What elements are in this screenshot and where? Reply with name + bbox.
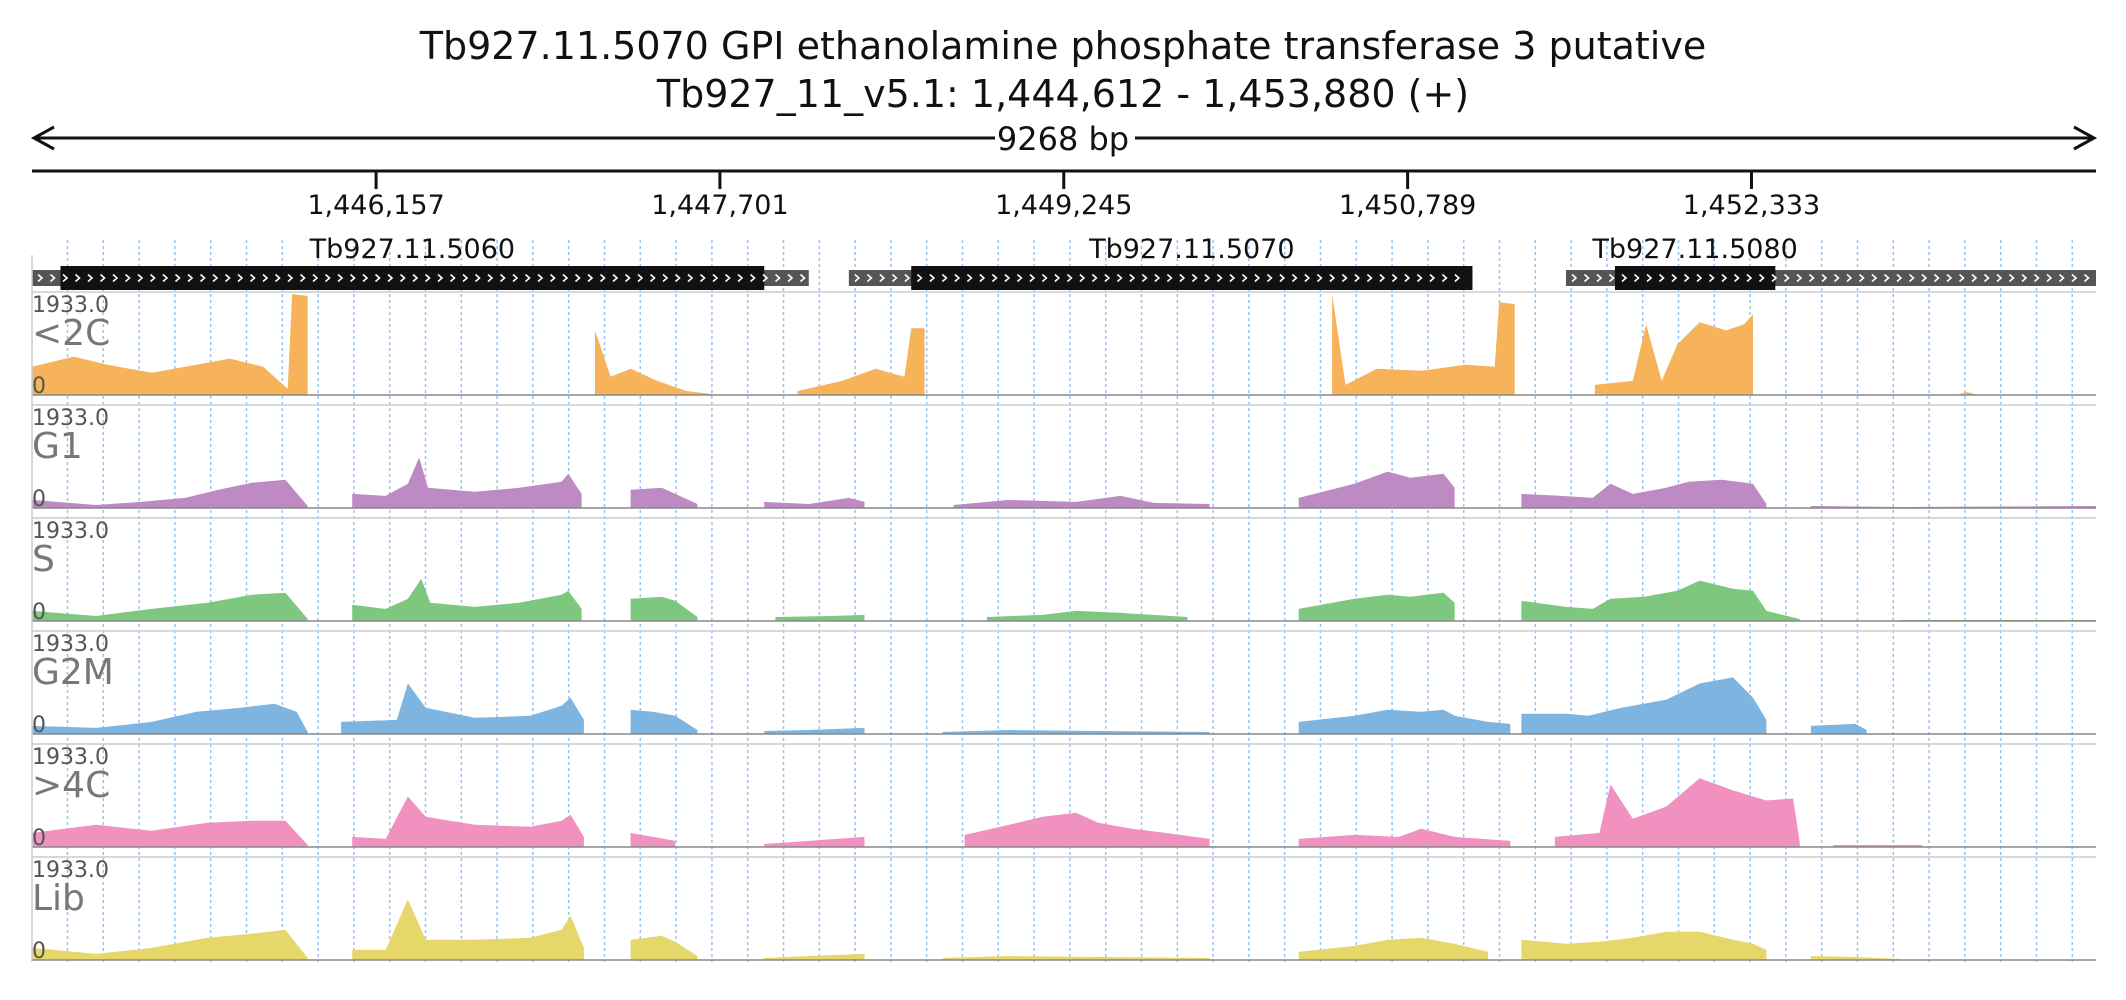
- gene-model[interactable]: Tb927.11.5060: [32, 234, 809, 290]
- track-name-label: S: [32, 539, 55, 580]
- track-zero-label: 0: [32, 939, 46, 964]
- gene-model[interactable]: Tb927.11.5080: [1565, 234, 2096, 290]
- grid-lines: [66, 240, 2074, 962]
- coverage-area: [352, 578, 582, 621]
- left-arrowhead-icon: [30, 125, 55, 151]
- gene-label: Tb927.11.5080: [1591, 234, 1797, 265]
- coverage-area: [1810, 956, 1900, 960]
- strand-chevron-icon: [37, 273, 806, 283]
- track-max-label: 1933.0: [32, 406, 109, 431]
- coverage-area: [1521, 580, 1800, 621]
- span-length-label: 9268 bp: [997, 120, 1129, 158]
- coverage-track: 1933.0 0 Lib: [32, 856, 2096, 964]
- coverage-area: [341, 683, 584, 734]
- coordinate-ruler: 1,446,157 1,447,701 1,449,245 1,450,789 1,45…: [32, 169, 2096, 221]
- coverage-area: [1298, 592, 1455, 621]
- track-name-label: Lib: [32, 878, 85, 919]
- coverage-area: [775, 614, 865, 621]
- coverage-track: 1933.0 0 G2M: [32, 630, 2096, 738]
- gene-cds[interactable]: [911, 266, 1473, 290]
- coverage-area: [942, 956, 1210, 960]
- strand-chevron-icon: [854, 273, 1461, 283]
- track-max-label: 1933.0: [32, 293, 109, 318]
- coverage-area: [764, 836, 865, 847]
- gene-cds[interactable]: [60, 266, 765, 290]
- coverage-area: [1521, 677, 1767, 734]
- coverage-track: 1933.0 0 >4C: [32, 743, 2096, 851]
- coverage-area: [352, 796, 584, 847]
- coverage-area: [953, 495, 1210, 508]
- coverage-area: [32, 929, 308, 960]
- coverage-area: [1298, 471, 1455, 508]
- coverage-area: [595, 330, 720, 395]
- gene-label: Tb927.11.5060: [309, 234, 515, 265]
- gene-cds[interactable]: [1614, 266, 1776, 290]
- coverage-area: [1298, 828, 1511, 847]
- track-zero-label: 0: [32, 487, 46, 512]
- coverage-area: [764, 497, 865, 508]
- gene-title: Tb927.11.5070 GPI ethanolamine phosphate…: [419, 24, 1707, 68]
- coverage-area: [1521, 479, 1767, 508]
- coverage-area: [32, 703, 308, 734]
- coverage-area: [352, 899, 584, 960]
- track-name-label: G2M: [32, 652, 114, 693]
- coverage-area: [964, 812, 1210, 847]
- locus-label: Tb927_11_v5.1: 1,444,612 - 1,453,880 (+): [656, 72, 1470, 116]
- strand-chevron-icon: [1571, 273, 2090, 283]
- track-max-label: 1933.0: [32, 632, 109, 657]
- ruler-tick-label: 1,449,245: [995, 190, 1132, 221]
- track-max-label: 1933.0: [32, 858, 109, 883]
- coverage-area: [1554, 778, 1800, 847]
- coverage-track: 1933.0 0 <2C: [32, 291, 2096, 399]
- track-name-label: G1: [32, 426, 83, 467]
- track-zero-label: 0: [32, 826, 46, 851]
- coverage-area: [764, 953, 865, 960]
- coverage-area: [1594, 314, 1753, 395]
- ruler-tick-label: 1,447,701: [651, 190, 788, 221]
- track-name-label: >4C: [32, 765, 110, 806]
- track-max-label: 1933.0: [32, 519, 109, 544]
- coverage-area: [32, 479, 308, 508]
- track-max-label: 1933.0: [32, 745, 109, 770]
- track-zero-label: 0: [32, 600, 46, 625]
- coverage-area: [986, 610, 1188, 621]
- coverage-area: [32, 820, 308, 847]
- coverage-area: [797, 328, 925, 395]
- coverage-track: 1933.0 0 S: [32, 517, 2096, 625]
- coverage-area: [764, 727, 865, 734]
- coverage-area: [630, 832, 676, 847]
- gene-model[interactable]: Tb927.11.5070: [848, 234, 1473, 290]
- right-arrowhead-icon: [2073, 125, 2098, 151]
- ruler-tick-label: 1,446,157: [307, 190, 444, 221]
- coverage-track: 1933.0 0 G1: [32, 404, 2096, 512]
- track-zero-label: 0: [32, 374, 46, 399]
- ruler-tick-label: 1,450,789: [1339, 190, 1476, 221]
- track-zero-label: 0: [32, 713, 46, 738]
- coverage-area: [32, 592, 308, 621]
- coverage-area: [1521, 931, 1767, 960]
- ruler-tick-label: 1,452,333: [1683, 190, 1820, 221]
- coverage-area: [942, 730, 1210, 734]
- coverage-area: [1810, 723, 1867, 734]
- track-name-label: <2C: [32, 313, 110, 354]
- coverage-area: [630, 709, 698, 734]
- gene-label: Tb927.11.5070: [1088, 234, 1294, 265]
- coverage-area: [630, 596, 698, 621]
- coverage-area: [1298, 937, 1488, 960]
- coverage-area: [32, 294, 308, 395]
- span-arrow: 9268 bp: [30, 120, 2098, 158]
- coverage-area: [630, 487, 698, 508]
- coverage-area: [630, 935, 698, 960]
- coverage-area: [1298, 709, 1511, 734]
- coverage-area: [352, 457, 582, 508]
- coverage-area: [1332, 294, 1515, 395]
